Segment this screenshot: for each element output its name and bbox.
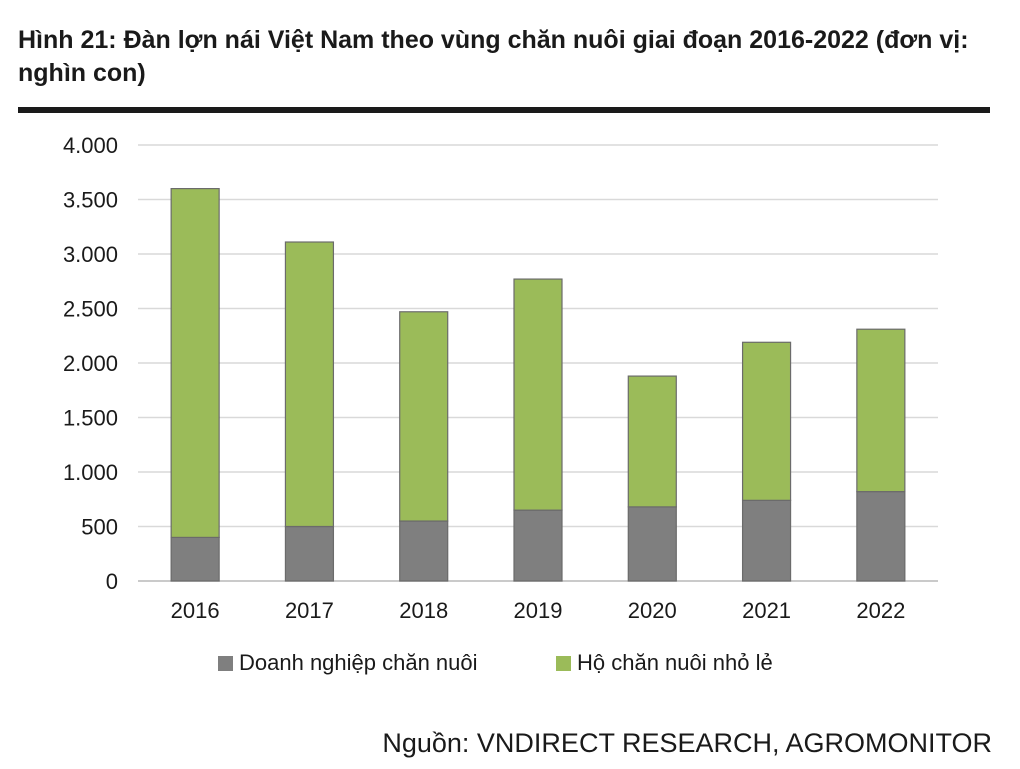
bar-segment-ho-nho-le — [627, 375, 677, 508]
bar-segment-ho-nho-le — [170, 188, 220, 538]
title-divider — [18, 107, 990, 113]
bar-segment-ho-nho-le — [856, 328, 906, 493]
y-tick-label: 1.000 — [63, 460, 118, 485]
y-tick-label: 0 — [106, 569, 118, 594]
legend-swatch — [218, 656, 233, 671]
x-tick-label: 2019 — [514, 598, 563, 623]
y-tick-label: 1.500 — [63, 406, 118, 431]
x-tick-label: 2021 — [742, 598, 791, 623]
y-tick-label: 2.000 — [63, 351, 118, 376]
source-note: Nguồn: VNDIRECT RESEARCH, AGROMONITOR — [382, 728, 992, 758]
bar-segment-doanh-nghiep — [170, 536, 220, 582]
y-tick-label: 500 — [81, 515, 118, 540]
bar-segment-doanh-nghiep — [513, 509, 563, 582]
x-tick-label: 2016 — [171, 598, 220, 623]
x-tick-label: 2017 — [285, 598, 334, 623]
y-tick-label: 3.000 — [63, 242, 118, 267]
bar-segment-doanh-nghiep — [399, 520, 449, 582]
figure-title: Hình 21: Đàn lợn nái Việt Nam theo vùng … — [18, 26, 969, 87]
x-tick-label: 2018 — [399, 598, 448, 623]
y-tick-label: 4.000 — [63, 133, 118, 158]
stacked-bar-chart: 0 500 1.000 1.500 2.000 2.500 3.000 3.500 4.000 2… — [63, 133, 938, 675]
bar-segment-doanh-nghiep — [284, 525, 335, 582]
bar-segment-ho-nho-le — [513, 278, 563, 511]
bar-segment-doanh-nghiep — [627, 506, 677, 582]
bar-segment-doanh-nghiep — [856, 491, 906, 582]
bar-segment-ho-nho-le — [741, 341, 792, 501]
legend-label: Doanh nghiệp chăn nuôi — [239, 650, 478, 675]
legend-swatch — [556, 656, 571, 671]
bar-segment-ho-nho-le — [284, 241, 335, 528]
bar-segment-ho-nho-le — [399, 311, 449, 522]
x-tick-label: 2022 — [856, 598, 905, 623]
bar-segment-doanh-nghiep — [741, 499, 792, 582]
x-tick-label: 2020 — [628, 598, 677, 623]
legend-label: Hộ chăn nuôi nhỏ lẻ — [577, 650, 773, 675]
y-tick-label: 2.500 — [63, 297, 118, 322]
y-tick-label: 3.500 — [63, 188, 118, 213]
